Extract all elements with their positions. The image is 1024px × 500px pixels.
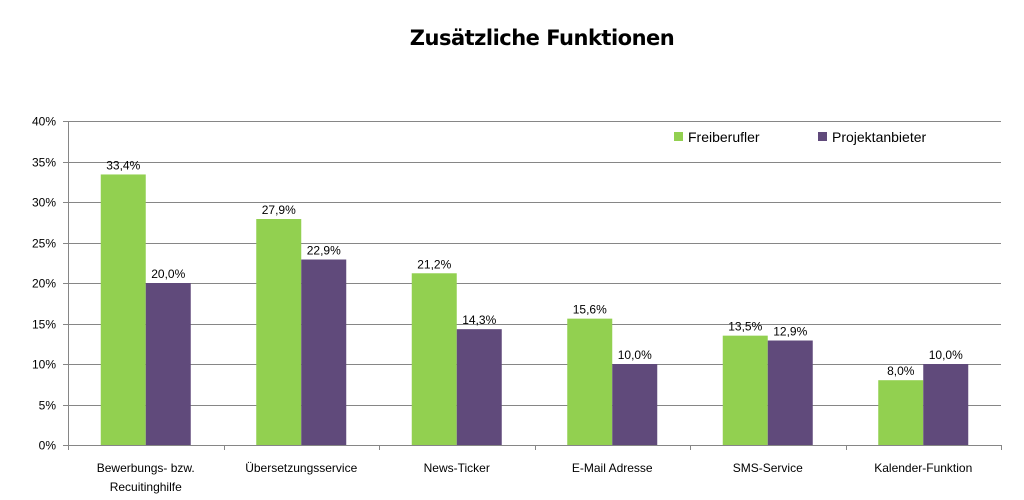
- gridlines: [68, 121, 1001, 406]
- data-label: 10,0%: [929, 348, 963, 362]
- data-label: 33,4%: [106, 158, 140, 172]
- bar-projektanbieter: [145, 283, 191, 445]
- data-label: 10,0%: [618, 348, 652, 362]
- y-tick-label: 15%: [32, 318, 56, 332]
- data-label: 22,9%: [307, 244, 341, 258]
- data-label: 14,3%: [462, 313, 496, 327]
- y-tick-label: 35%: [32, 156, 56, 170]
- axes: [63, 121, 1002, 450]
- data-label: 21,2%: [417, 257, 451, 271]
- y-tick-label: 30%: [32, 196, 56, 210]
- chart-title: Zusätzliche Funktionen: [409, 26, 675, 50]
- data-label: 15,6%: [573, 303, 607, 317]
- labels: 0% 5% 10% 15% 20% 25% 30% 35% 40% 33,4% 20,0% Bewer…: [32, 115, 972, 495]
- data-label: 12,9%: [773, 325, 807, 339]
- bar-freiberufler: [567, 318, 613, 445]
- bar-projektanbieter: [923, 364, 969, 445]
- bar-projektanbieter: [612, 364, 658, 445]
- y-tick-label: 0%: [39, 439, 57, 453]
- x-category-label: Übersetzungsservice: [245, 461, 357, 475]
- data-label: 8,0%: [887, 364, 915, 378]
- bar-freiberufler: [878, 380, 924, 445]
- bar-freiberufler: [722, 335, 768, 445]
- legend-label: Freiberufler: [688, 129, 760, 145]
- y-tick-label: 25%: [32, 237, 56, 251]
- x-category-label: News-Ticker: [424, 461, 490, 475]
- legend: Freiberufler Projektanbieter: [674, 129, 927, 145]
- bar-projektanbieter: [301, 259, 347, 445]
- bar-projektanbieter: [767, 340, 813, 445]
- bars: [100, 174, 969, 445]
- x-category-label: Kalender-Funktion: [874, 461, 972, 475]
- y-tick-label: 10%: [32, 358, 56, 372]
- x-category-label: Recuitinghilfe: [110, 480, 182, 494]
- data-label: 13,5%: [728, 320, 762, 334]
- legend-swatch: [818, 132, 827, 141]
- bar-freiberufler: [100, 174, 146, 445]
- y-tick-label: 20%: [32, 277, 56, 291]
- bar-projektanbieter: [456, 329, 502, 445]
- data-label: 20,0%: [151, 267, 185, 281]
- y-tick-label: 40%: [32, 115, 56, 129]
- x-category-label: Bewerbungs- bzw.: [97, 461, 195, 475]
- bar-freiberufler: [256, 219, 302, 445]
- legend-label: Projektanbieter: [832, 129, 927, 145]
- data-label: 27,9%: [262, 203, 296, 217]
- legend-swatch: [674, 132, 683, 141]
- x-category-label: SMS-Service: [733, 461, 803, 475]
- y-tick-label: 5%: [39, 399, 57, 413]
- bar-freiberufler: [411, 273, 457, 445]
- x-category-label: E-Mail Adresse: [572, 461, 653, 475]
